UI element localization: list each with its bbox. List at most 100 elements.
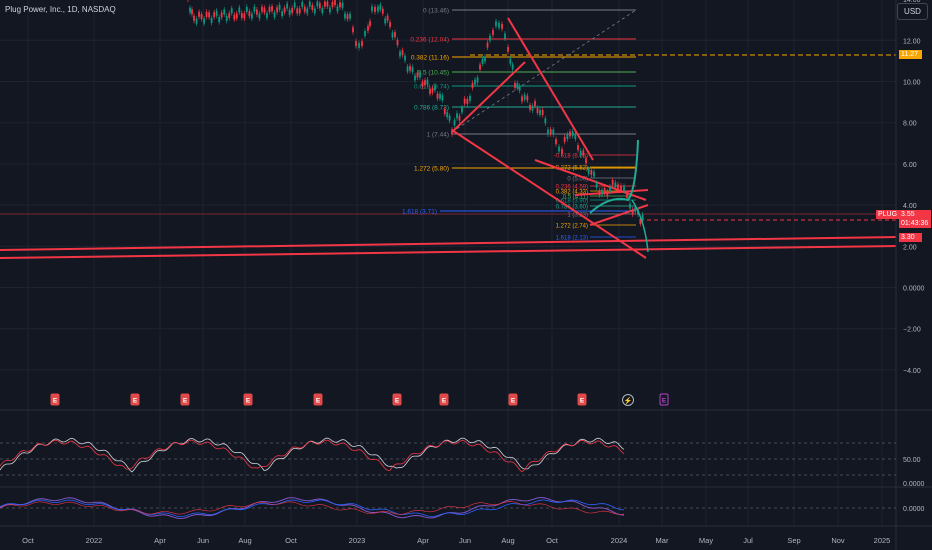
time-tick-label: Nov (831, 536, 845, 545)
fib-level-label: 0.382 (11.16) (411, 55, 449, 62)
macd-line (0, 497, 624, 520)
macd-histogram (0, 501, 625, 515)
fib-level-label: 0 (5.00) (567, 177, 588, 183)
price-candles (187, 0, 644, 227)
fib-level-label: 0.5 (10.45) (418, 70, 449, 77)
time-tick-label: Oct (285, 536, 298, 545)
price-tick-label: 2.00 (903, 244, 917, 251)
ind2-tick-label: 0.0000 (903, 506, 925, 513)
price-tick-label: 14.00 (903, 0, 921, 4)
drop-curve (631, 199, 649, 253)
fib-level-label: 1.618 (2.13) (556, 236, 588, 242)
price-tick-label: 8.00 (903, 121, 917, 128)
time-tick-label: May (699, 536, 713, 545)
indicator-axis: 50.00 0.0000 0.0000 (903, 457, 925, 513)
svg-text:E: E (580, 398, 585, 405)
time-tick-label: Oct (22, 536, 35, 545)
price-axis[interactable]: 14.00 12.00 10.00 8.00 6.00 4.00 2.00 0.0000 −2.… (903, 0, 925, 375)
time-tick-label: Jun (459, 536, 471, 545)
countdown-tag: 01:43:36 (899, 219, 931, 228)
fib-retracement-upper[interactable]: 0 (13.46) 0.236 (12.04) 0.382 (11.16) 0.5 (… (402, 8, 636, 216)
price-pane[interactable]: 0 (13.46) 0.236 (12.04) 0.382 (11.16) 0.5 (… (0, 0, 897, 259)
low-price-tag: 3.30 (899, 233, 922, 242)
alert-price-tag[interactable]: 11.27 (899, 50, 922, 59)
price-tick-label: −2.00 (903, 327, 921, 334)
time-tick-label: 2025 (874, 536, 891, 545)
price-tick-label: 0.0000 (903, 286, 925, 293)
earnings-marker[interactable]: E (243, 393, 253, 406)
fib-level-label: -0.272 (5.52) (554, 166, 588, 172)
trendlines[interactable] (451, 17, 649, 259)
earnings-events[interactable]: E E E E E E E E E ⚡ E (50, 393, 669, 406)
fib-level-label: 0.618 (3.90) (556, 199, 588, 205)
fib-level-label: 0.236 (12.04) (410, 37, 449, 44)
stoch-k-line (0, 437, 625, 473)
svg-text:E: E (246, 398, 251, 405)
support-line-upper[interactable] (0, 236, 897, 251)
time-tick-label: Sep (787, 536, 800, 545)
earnings-marker[interactable]: E (392, 393, 402, 406)
svg-text:E: E (511, 398, 516, 405)
time-axis[interactable]: Oct 2022 Apr Jun Aug Oct 2023 Apr Jun Aug Oct 2024 M… (22, 536, 890, 545)
fib-level-label: -0.618 (6.03) (554, 154, 588, 160)
signal-line (0, 499, 625, 517)
time-tick-label: Oct (546, 536, 559, 545)
svg-text:⚡: ⚡ (624, 396, 633, 405)
earnings-marker[interactable]: E (180, 393, 190, 406)
price-tick-label: 12.00 (903, 38, 921, 45)
projection-curve[interactable] (589, 139, 639, 214)
fib-level-label: 0.5 (4.11) (563, 195, 588, 201)
fib-level-label: 1.272 (2.74) (556, 224, 588, 230)
upcoming-earnings-marker[interactable]: E (659, 393, 669, 406)
support-line-lower[interactable] (0, 245, 897, 259)
fib-level-label: 0.786 (8.73) (414, 105, 449, 112)
time-tick-label: Aug (238, 536, 251, 545)
time-tick-label: 2022 (86, 536, 103, 545)
time-tick-label: Apr (154, 536, 166, 545)
time-tick-label: 2024 (611, 536, 628, 545)
ind1-tick-label: 50.00 (903, 457, 921, 464)
symbol-tag: PLUG (876, 210, 900, 219)
dividend-marker[interactable]: ⚡ (622, 394, 634, 406)
fib-level-label: 1.272 (5.80) (414, 166, 449, 173)
time-tick-label: 2023 (349, 536, 366, 545)
currency-button[interactable]: USD (897, 3, 928, 20)
symbol-title: Plug Power, Inc., 1D, NASDAQ (5, 5, 116, 14)
fib-level-label: 0 (13.46) (423, 8, 449, 15)
fib-level-label: 1.618 (3.71) (402, 209, 437, 216)
earnings-marker[interactable]: E (50, 393, 60, 406)
earnings-marker[interactable]: E (439, 393, 449, 406)
ind1-tick-label: 0.0000 (903, 481, 925, 488)
svg-text:E: E (662, 398, 667, 405)
time-tick-label: Mar (656, 536, 669, 545)
svg-text:E: E (316, 398, 321, 405)
earnings-marker[interactable]: E (130, 393, 140, 406)
earnings-marker[interactable]: E (577, 393, 587, 406)
macd-pane[interactable] (0, 497, 896, 520)
fib-level-label: 0.618 (9.74) (414, 84, 449, 91)
svg-text:E: E (133, 398, 138, 405)
svg-text:E: E (183, 398, 188, 405)
time-tick-label: Jul (743, 536, 753, 545)
svg-text:E: E (395, 398, 400, 405)
time-tick-label: Jun (197, 536, 209, 545)
price-tick-label: −4.00 (903, 368, 921, 375)
fib-level-label: 0.236 (4.59) (556, 185, 588, 191)
fib-level-label: 1 (3.23) (567, 213, 588, 219)
price-tick-label: 6.00 (903, 162, 917, 169)
stoch-rsi-pane[interactable] (0, 437, 896, 476)
fib-retracement-lower[interactable]: -0.618 (6.03) -0.272 (5.52) 0 (5.00) 0.236 … (554, 154, 636, 242)
chart-grid (0, 0, 896, 526)
price-tick-label: 4.00 (903, 203, 917, 210)
fib-trend-dashed (451, 9, 637, 133)
time-tick-label: Apr (417, 536, 429, 545)
stoch-d-line (0, 439, 625, 473)
earnings-marker[interactable]: E (313, 393, 323, 406)
fib-level-label: 0.382 (4.33) (556, 190, 588, 196)
fib-level-label: 0.786 (3.60) (556, 205, 588, 211)
svg-text:E: E (53, 398, 58, 405)
earnings-marker[interactable]: E (508, 393, 518, 406)
current-price-tag[interactable]: 3.55 (899, 210, 931, 219)
svg-text:E: E (442, 398, 447, 405)
